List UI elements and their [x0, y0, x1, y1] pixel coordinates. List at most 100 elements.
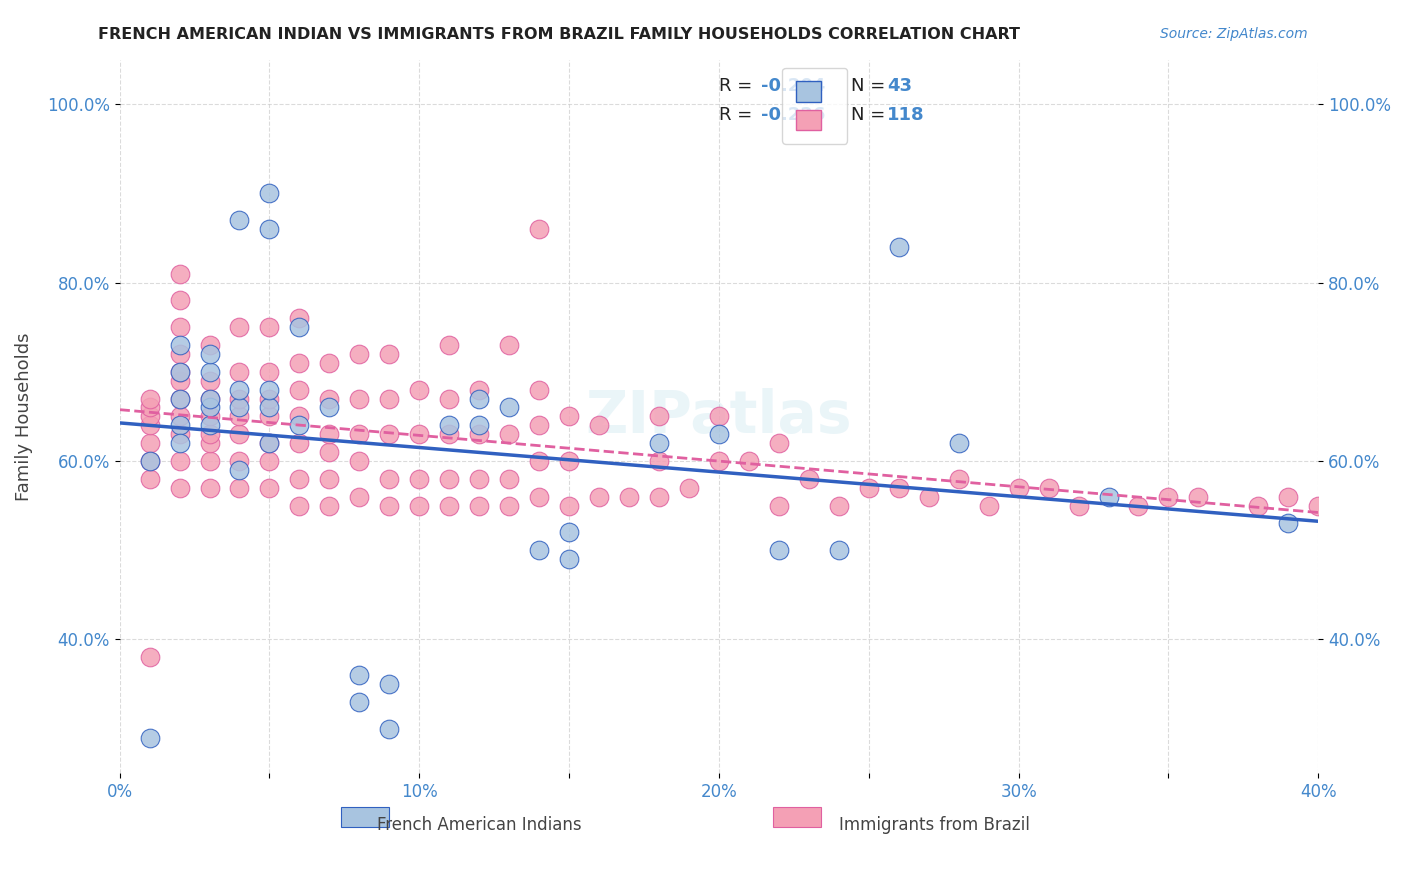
Point	[198, 409, 221, 424]
Point	[198, 392, 221, 406]
Text: Immigrants from Brazil: Immigrants from Brazil	[839, 816, 1031, 834]
Point	[527, 490, 550, 504]
Point	[138, 436, 160, 450]
Point	[527, 543, 550, 558]
Point	[349, 454, 371, 468]
Point	[468, 472, 491, 486]
Point	[408, 383, 430, 397]
Point	[527, 418, 550, 433]
Point	[707, 409, 730, 424]
Point	[439, 392, 461, 406]
Point	[498, 338, 520, 352]
Text: R =: R =	[718, 106, 758, 124]
Point	[678, 481, 700, 495]
Point	[259, 383, 281, 397]
Text: N =: N =	[851, 78, 891, 95]
Point	[558, 454, 581, 468]
Y-axis label: Family Households: Family Households	[15, 332, 32, 500]
Point	[198, 392, 221, 406]
Point	[288, 383, 311, 397]
Text: 118: 118	[887, 106, 924, 124]
Point	[588, 418, 610, 433]
Point	[1038, 481, 1060, 495]
Point	[228, 401, 250, 415]
Point	[1097, 490, 1119, 504]
Text: 43: 43	[887, 78, 911, 95]
Point	[1308, 499, 1330, 513]
Point	[198, 436, 221, 450]
Point	[288, 320, 311, 334]
Point	[228, 454, 250, 468]
Point	[138, 472, 160, 486]
Point	[858, 481, 880, 495]
Point	[318, 401, 340, 415]
Point	[797, 472, 820, 486]
Point	[259, 436, 281, 450]
Point	[349, 427, 371, 442]
Point	[887, 240, 910, 254]
Point	[318, 499, 340, 513]
Point	[378, 347, 401, 361]
Point	[558, 499, 581, 513]
Point	[259, 392, 281, 406]
Point	[198, 365, 221, 379]
Point	[259, 401, 281, 415]
Point	[558, 409, 581, 424]
Point	[918, 490, 941, 504]
Point	[228, 213, 250, 227]
Point	[378, 427, 401, 442]
Point	[349, 490, 371, 504]
Point	[169, 409, 191, 424]
Point	[318, 472, 340, 486]
Point	[768, 499, 790, 513]
Point	[1067, 499, 1090, 513]
Point	[198, 481, 221, 495]
Text: FRENCH AMERICAN INDIAN VS IMMIGRANTS FROM BRAZIL FAMILY HOUSEHOLDS CORRELATION C: FRENCH AMERICAN INDIAN VS IMMIGRANTS FRO…	[98, 27, 1021, 42]
Point	[707, 454, 730, 468]
Point	[378, 392, 401, 406]
Point	[378, 722, 401, 736]
Point	[138, 409, 160, 424]
Point	[468, 392, 491, 406]
Point	[169, 365, 191, 379]
Point	[439, 338, 461, 352]
Point	[527, 383, 550, 397]
Point	[349, 695, 371, 709]
Point	[498, 401, 520, 415]
Point	[228, 409, 250, 424]
Point	[169, 454, 191, 468]
Point	[948, 472, 970, 486]
Point	[169, 481, 191, 495]
Point	[288, 356, 311, 370]
Point	[198, 454, 221, 468]
Text: -0.204: -0.204	[761, 78, 825, 95]
Point	[138, 418, 160, 433]
Point	[228, 383, 250, 397]
Point	[439, 418, 461, 433]
Point	[169, 427, 191, 442]
Text: N =: N =	[851, 106, 891, 124]
Point	[288, 499, 311, 513]
Point	[169, 293, 191, 308]
Point	[648, 436, 671, 450]
Point	[198, 427, 221, 442]
Text: ZIPatlas: ZIPatlas	[586, 388, 852, 445]
Point	[738, 454, 761, 468]
Point	[198, 374, 221, 388]
Point	[349, 347, 371, 361]
Point	[439, 427, 461, 442]
Point	[259, 481, 281, 495]
Point	[138, 401, 160, 415]
Point	[169, 392, 191, 406]
Point	[1337, 499, 1360, 513]
Point	[977, 499, 1000, 513]
Point	[198, 347, 221, 361]
Text: R =: R =	[718, 78, 758, 95]
Point	[408, 427, 430, 442]
Point	[259, 409, 281, 424]
Point	[169, 338, 191, 352]
Point	[439, 499, 461, 513]
Point	[138, 454, 160, 468]
Point	[318, 427, 340, 442]
Point	[138, 731, 160, 745]
